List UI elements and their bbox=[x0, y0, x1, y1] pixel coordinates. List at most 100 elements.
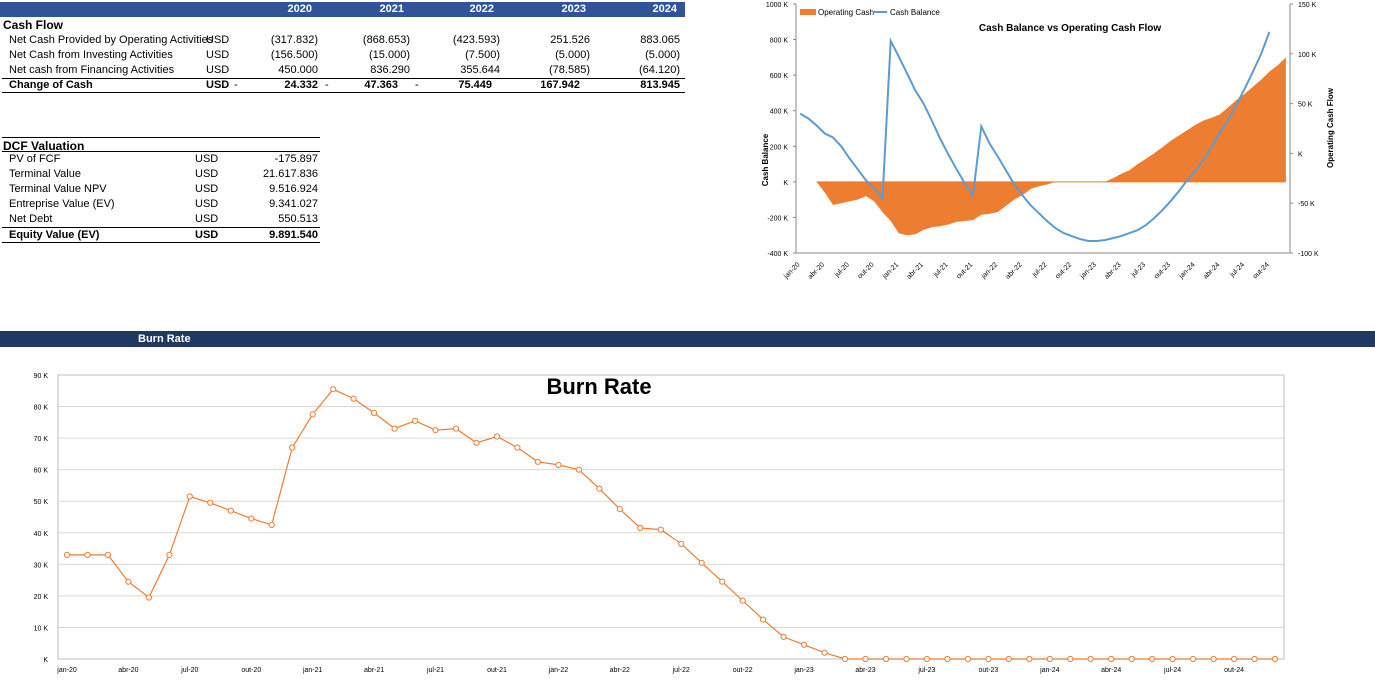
burn-rate-point bbox=[1067, 655, 1074, 663]
cf-cell: 251.526 bbox=[550, 34, 590, 46]
x-tick-label: out-24 bbox=[1224, 667, 1244, 674]
operating-cash-area bbox=[816, 57, 1286, 236]
dcf-row-label: Terminal Value bbox=[9, 168, 81, 180]
dcf-title-rule bbox=[2, 151, 320, 152]
dcf-row-label: Net Debt bbox=[9, 213, 53, 225]
x-tick-label: jul-22 bbox=[1031, 261, 1049, 279]
burn-rate-point bbox=[923, 655, 931, 663]
burn-rate-point bbox=[821, 649, 828, 656]
x-tick-label: jan-23 bbox=[1079, 261, 1098, 280]
x-tick-label: abr-20 bbox=[807, 261, 826, 280]
y-tick-label: 400 K bbox=[770, 109, 789, 116]
dcf-row-unit: USD bbox=[195, 213, 219, 225]
y2-tick-label: 100 K bbox=[1298, 52, 1317, 59]
burn-rate-point bbox=[227, 507, 234, 514]
x-tick-label: abr-21 bbox=[364, 667, 384, 674]
cf-cell: (5.000) bbox=[555, 49, 590, 61]
burn-rate-point bbox=[985, 655, 992, 663]
dcf-row-label: Entreprise Value (EV) bbox=[9, 198, 115, 210]
y-tick-label: -200 K bbox=[767, 215, 788, 222]
burn-rate-point bbox=[63, 551, 71, 558]
burn-rate-point bbox=[1231, 655, 1238, 663]
x-tick-label: jul-20 bbox=[833, 261, 851, 279]
y-tick-label: 90 K bbox=[34, 373, 49, 380]
dcf-row-label: Terminal Value NPV bbox=[9, 183, 107, 195]
year-header: 2024 bbox=[652, 3, 677, 15]
burn-rate-point bbox=[1271, 655, 1279, 663]
burn-rate-point bbox=[309, 411, 316, 418]
year-header: 2020 bbox=[287, 3, 312, 15]
burn-rate-point bbox=[780, 633, 787, 640]
x-tick-label: out-20 bbox=[857, 261, 876, 280]
burn-rate-point bbox=[268, 521, 275, 528]
x-tick-label: abr-21 bbox=[906, 261, 925, 280]
burn-rate-point bbox=[391, 425, 398, 432]
dcf-row-unit: USD bbox=[195, 183, 219, 195]
legend: Operating Cash Cash Balance bbox=[800, 8, 940, 17]
y-tick-label: 800 K bbox=[770, 38, 789, 45]
burn-rate-point bbox=[678, 540, 685, 547]
y-tick-label: 40 K bbox=[34, 531, 49, 538]
x-tick-label: abr-24 bbox=[1202, 261, 1221, 280]
burn-rate-point bbox=[350, 395, 357, 402]
dcf-total-unit: USD bbox=[195, 229, 219, 241]
y2-tick-label: -100 K bbox=[1298, 251, 1319, 258]
cf-cell: (423.593) bbox=[452, 34, 500, 46]
x-tick-label: jul-22 bbox=[672, 667, 690, 674]
burn-rate-point bbox=[1149, 655, 1156, 663]
x-tick-label: abr-24 bbox=[1101, 667, 1121, 674]
dcf-total-bottom-rule bbox=[2, 242, 320, 243]
dcf-row-value: 9.516.924 bbox=[269, 183, 318, 195]
burn-rate-chart: Burn Rate K 10 K 20 K 30 K 40 K 50 K 60 K 70 K 8… bbox=[34, 373, 1285, 674]
burn-rate-point bbox=[596, 485, 603, 492]
burn-rate-point bbox=[432, 427, 439, 434]
dcf-row-unit: USD bbox=[195, 153, 219, 165]
y-tick-label: 80 K bbox=[34, 405, 49, 412]
x-tick-label: jul-21 bbox=[932, 261, 950, 279]
burn-rate-point bbox=[1108, 655, 1115, 663]
burn-rate-point bbox=[1128, 655, 1135, 663]
x-tick-label: out-21 bbox=[955, 261, 974, 280]
burn-chart-title: Burn Rate bbox=[546, 374, 651, 399]
burn-rate-line bbox=[67, 388, 1275, 660]
y-tick-label: 600 K bbox=[770, 73, 789, 80]
x-tick-label: out-23 bbox=[978, 667, 998, 674]
y-tick-label: 20 K bbox=[34, 594, 49, 601]
dcf-title: DCF Valuation bbox=[3, 139, 85, 153]
burn-rate-point bbox=[1087, 655, 1094, 663]
cash-flow-title: Cash Flow bbox=[3, 18, 64, 32]
burn-rate-point bbox=[903, 655, 910, 663]
cash-balance-vs-operating-cash-chart: Operating Cash Cash Balance Cash Balance… bbox=[761, 2, 1335, 281]
cf-cell: 355.644 bbox=[460, 64, 500, 76]
dcf-row-unit: USD bbox=[195, 168, 219, 180]
burn-rate-point bbox=[412, 417, 419, 424]
burn-rate-point bbox=[862, 655, 869, 663]
cf-total-dash: - bbox=[415, 79, 419, 91]
y-tick-label: 10 K bbox=[34, 625, 49, 632]
y2-tick-label: K bbox=[1298, 151, 1303, 158]
x-tick-label: abr-23 bbox=[855, 667, 875, 674]
y2-tick-label: 150 K bbox=[1298, 2, 1317, 9]
y-tick-label: 200 K bbox=[770, 144, 789, 151]
burn-rate-point bbox=[289, 444, 296, 451]
cf-cell: (156.500) bbox=[270, 49, 318, 61]
cf-cell: (868.653) bbox=[362, 34, 410, 46]
dcf-top-rule bbox=[2, 137, 320, 138]
x-tick-label: out-24 bbox=[1252, 261, 1271, 280]
burn-rate-point bbox=[207, 499, 214, 506]
x-tick-label: out-22 bbox=[1054, 261, 1073, 280]
burn-rate-point bbox=[125, 578, 132, 585]
combo-y-axis-label: Cash Balance bbox=[761, 133, 770, 186]
burn-rate-band-label: Burn Rate bbox=[138, 333, 191, 345]
burn-rate-point bbox=[186, 493, 193, 500]
y-tick-label: -400 K bbox=[767, 251, 788, 258]
x-tick-label: jul-23 bbox=[1130, 261, 1148, 279]
burn-rate-point bbox=[248, 515, 255, 522]
cf-cell: (64.120) bbox=[639, 64, 680, 76]
burn-rate-point bbox=[84, 551, 91, 558]
x-tick-label: jan-23 bbox=[793, 667, 814, 674]
x-tick-label: abr-22 bbox=[610, 667, 630, 674]
burn-rate-point bbox=[944, 655, 951, 663]
x-tick-label: jan-24 bbox=[1039, 667, 1060, 674]
legend-operating-cash: Operating Cash bbox=[818, 8, 874, 17]
